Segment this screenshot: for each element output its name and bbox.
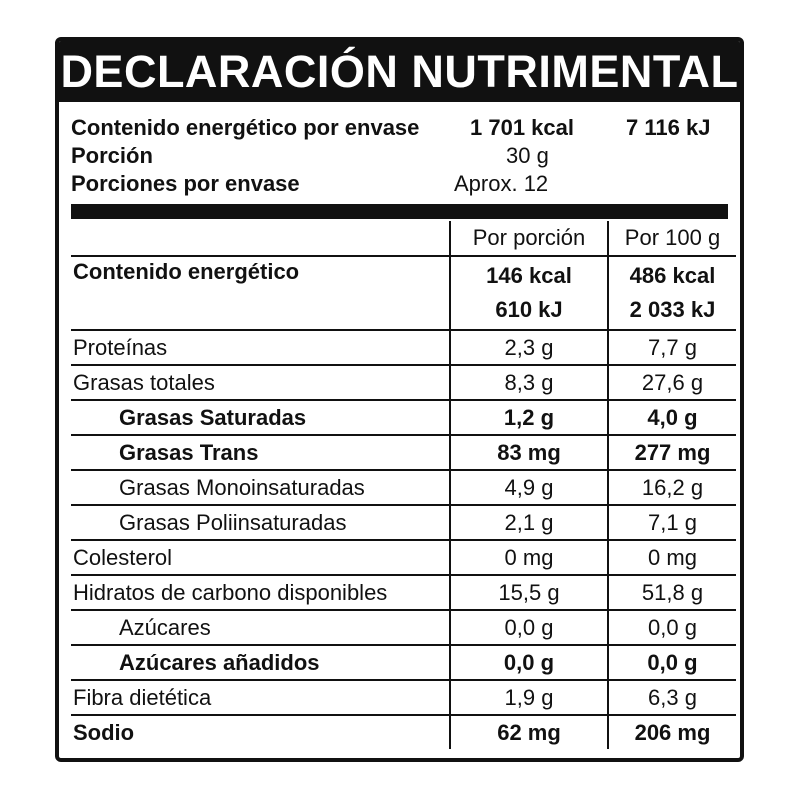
per-portion-value: 2,1 g (449, 505, 608, 541)
per-portion-value: 83 mg (449, 435, 608, 471)
per-100g-value: 27,6 g (607, 365, 736, 401)
energy-per-package-label: Contenido energético por envase (71, 115, 420, 140)
energy-per-100g-kcal: 486 kcal (629, 263, 716, 288)
servings-label: Porciones por envase (71, 171, 300, 196)
nutrient-label: Fibra dietética (71, 680, 450, 716)
nutrient-label: Grasas Poliinsaturadas (71, 505, 450, 541)
table-row: Colesterol 0 mg 0 mg (71, 540, 736, 576)
nutrient-label: Azúcares añadidos (71, 645, 450, 681)
nutrient-label: Azúcares (71, 610, 450, 646)
per-100g-value: 7,7 g (607, 330, 736, 366)
per-100g-value: 7,1 g (607, 505, 736, 541)
nutrient-label: Hidratos de carbono disponibles (71, 575, 450, 611)
per-portion-value: 1,2 g (449, 400, 608, 436)
energy-per-package-kcal: 1 701 kcal (470, 115, 574, 140)
per-portion-value: 0,0 g (449, 645, 608, 681)
per-100g-value: 0 mg (607, 540, 736, 576)
nutrient-label: Grasas totales (71, 365, 450, 401)
per-100g-value: 51,8 g (607, 575, 736, 611)
per-100g-value: 16,2 g (607, 470, 736, 506)
table-row: Fibra dietética 1,9 g 6,3 g (71, 680, 736, 716)
nutrient-label: Sodio (73, 719, 135, 745)
per-portion-value: 8,3 g (449, 365, 608, 401)
nutrient-label: Grasas Saturadas (71, 400, 450, 436)
energy-per-package-row: Contenido energético por envase 1 701 kc… (59, 114, 740, 142)
table-row: Grasas Monoinsaturadas 4,9 g 16,2 g (71, 470, 736, 506)
per-100g-value: 0,0 g (607, 645, 736, 681)
energy-per-100g-kj: 2 033 kJ (629, 297, 716, 322)
column-header-per-100g: Por 100 g (607, 221, 736, 257)
table-row: Grasas Trans 83 mg 277 mg (71, 435, 736, 471)
per-portion-value: 1,9 g (449, 680, 608, 716)
per-portion-value: 0 mg (449, 540, 608, 576)
nutrient-label: Colesterol (71, 540, 450, 576)
servings-row: Porciones por envase Aprox. 12 (59, 170, 740, 198)
energy-row: Contenido energético 146 kcal 610 kJ 486… (71, 256, 736, 331)
per-portion-value: 0,0 g (449, 610, 608, 646)
table-row: Grasas Saturadas 1,2 g 4,0 g (71, 400, 736, 436)
servings-value: Aprox. 12 (454, 171, 549, 196)
per-100g-value: 4,0 g (607, 400, 736, 436)
table-row: Proteínas 2,3 g 7,7 g (71, 330, 736, 366)
energy-row-label: Contenido energético (71, 256, 450, 331)
energy-per-portion-kj: 610 kJ (495, 297, 563, 322)
energy-per-100g-cell: 486 kcal 2 033 kJ (607, 256, 736, 331)
per-portion-value: 15,5 g (449, 575, 608, 611)
per-100g-value: 277 mg (607, 435, 736, 471)
table-row: Grasas totales 8,3 g 27,6 g (71, 365, 736, 401)
per-portion-value: 2,3 g (449, 330, 608, 366)
nutrition-label-panel: DECLARACIÓN NUTRIMENTAL Contenido energé… (55, 37, 744, 762)
table-row: Sodio 62 mg 206 mg (71, 715, 736, 749)
table-row: Azúcares 0,0 g 0,0 g (71, 610, 736, 646)
portion-value: 30 g (506, 143, 549, 168)
portion-label: Porción (71, 143, 153, 168)
energy-per-portion-kcal: 146 kcal (486, 263, 572, 288)
column-header-per-portion: Por porción (449, 221, 608, 257)
portion-row: Porción 30 g (59, 142, 740, 170)
energy-per-package-kj: 7 116 kJ (626, 115, 711, 140)
nutrient-label: Proteínas (71, 330, 450, 366)
label-title: DECLARACIÓN NUTRIMENTAL (59, 41, 740, 102)
section-divider-bar (71, 204, 728, 219)
per-100g-value: 0,0 g (607, 610, 736, 646)
table-row: Grasas Poliinsaturadas 2,1 g 7,1 g (71, 505, 736, 541)
per-portion-value: 62 mg (449, 715, 608, 749)
per-100g-value: 206 mg (607, 715, 736, 749)
table-row: Azúcares añadidos 0,0 g 0,0 g (71, 645, 736, 681)
table-header-row: Por porción Por 100 g (71, 221, 736, 257)
nutrient-label: Grasas Trans (71, 435, 450, 471)
nutrition-table: Por porción Por 100 g Contenido energéti… (71, 221, 736, 749)
per-portion-value: 4,9 g (449, 470, 608, 506)
table-row: Hidratos de carbono disponibles 15,5 g 5… (71, 575, 736, 611)
nutrient-label: Grasas Monoinsaturadas (71, 470, 450, 506)
per-100g-value: 6,3 g (607, 680, 736, 716)
energy-per-portion-cell: 146 kcal 610 kJ (449, 256, 608, 331)
